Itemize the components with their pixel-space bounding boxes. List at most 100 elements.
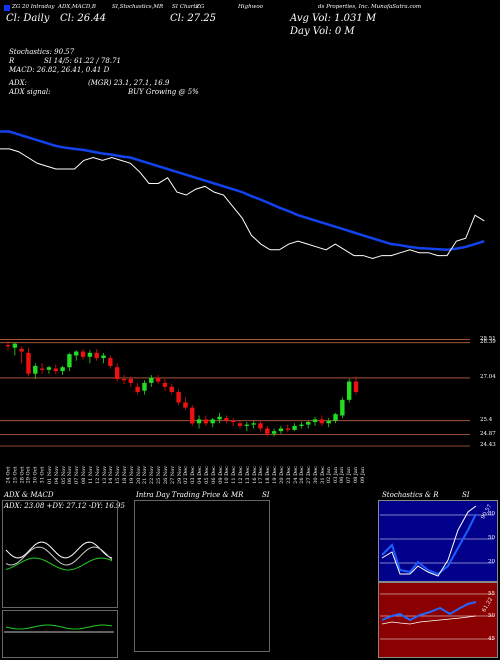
candle-body xyxy=(5,345,11,347)
candle-body xyxy=(237,423,243,426)
candle-body xyxy=(271,431,277,434)
stochastics-readout: Stochastics: 90.57 xyxy=(9,48,75,56)
candle-body xyxy=(333,414,338,421)
candle-body xyxy=(285,428,290,430)
stoch-k-line xyxy=(381,505,477,577)
candle-body xyxy=(155,377,161,382)
candle-body xyxy=(101,355,106,359)
candle-body xyxy=(183,402,188,408)
day-volume: Day Vol: 0 M xyxy=(290,26,355,37)
candle-body xyxy=(203,419,209,424)
candle-body xyxy=(114,367,120,379)
candle-body xyxy=(210,419,215,424)
stoch-d-line xyxy=(381,513,477,576)
macd-panel xyxy=(2,610,118,658)
candle-body xyxy=(33,365,38,374)
price-tick-label: 24.87 xyxy=(480,430,496,437)
candle-body xyxy=(53,368,58,372)
avg-volume: Avg Vol: 1.031 M xyxy=(290,13,377,24)
plus-di-line xyxy=(5,546,113,566)
candle-body xyxy=(135,386,140,392)
candle-body xyxy=(128,378,134,383)
header-ticker: ZG 20 Intraday xyxy=(12,4,55,10)
adx-readout: (MGR) 23.1, 27.1, 16.9 xyxy=(88,79,170,87)
adx-macd-title: ADX & MACD xyxy=(4,491,54,499)
candle-body xyxy=(319,419,325,424)
candle-body xyxy=(224,418,229,421)
candle-body xyxy=(258,423,263,429)
close-price-line xyxy=(0,148,485,259)
intraday-title: Intra Day Trading Price & MR xyxy=(136,491,244,499)
macd-readout: MACD: 26.82, 26.41, 0.41 D xyxy=(9,66,110,74)
candle-body xyxy=(19,348,24,352)
stoch-tick-80: 80 xyxy=(488,511,495,517)
candle-body xyxy=(312,419,318,422)
candle-body xyxy=(244,424,250,426)
intraday-panel xyxy=(134,500,270,652)
candle-body xyxy=(149,377,154,383)
intraday-si-label: SI xyxy=(262,491,270,499)
price-tick-label: 28.51 xyxy=(480,335,496,342)
candle-body xyxy=(121,378,127,381)
candle-body xyxy=(60,367,65,372)
candle-body xyxy=(340,399,345,416)
header-company-a: Highwoo xyxy=(238,4,263,10)
header-indicators-b: SI,Stochastics,MR xyxy=(112,4,164,10)
candle-body xyxy=(162,382,168,387)
price-close-b: Cl: 27.25 xyxy=(170,13,217,24)
adx-panel xyxy=(2,500,118,608)
price-close-a: Cl: 26.44 xyxy=(60,13,107,24)
candle-body xyxy=(142,382,147,391)
candle-body xyxy=(353,381,359,392)
candle-body xyxy=(292,425,297,430)
price-tick-label: 24.43 xyxy=(480,442,496,448)
candle-body xyxy=(67,354,72,368)
price-tick-label: 27.04 xyxy=(480,373,496,380)
price-tick-label: 25.4 xyxy=(480,416,493,423)
stoch-tick-50: 50 xyxy=(488,535,495,541)
candle-body xyxy=(74,351,79,356)
candle-body xyxy=(230,420,236,422)
main-price-chart xyxy=(0,130,485,447)
candle-body xyxy=(306,422,311,425)
candle-body xyxy=(169,386,174,392)
price-tick-label: 28.39 xyxy=(480,338,496,345)
candle-body xyxy=(217,416,222,420)
adx-line xyxy=(5,541,113,559)
macd-signal-line xyxy=(5,624,113,630)
rsi-line xyxy=(381,601,477,622)
stochastics-si-label: SI xyxy=(462,491,470,499)
candle-body xyxy=(39,368,45,370)
rsi-signal-line xyxy=(381,615,477,625)
adx-label: ADX: xyxy=(9,79,28,87)
rsi-prefix: R xyxy=(9,57,15,65)
candle-body xyxy=(26,352,31,374)
logo-mark xyxy=(4,5,10,11)
candle-body xyxy=(80,351,86,357)
header-indicators-c: SI Charts xyxy=(172,4,199,10)
adx-signal-value: BUY Growing @ 5% xyxy=(128,88,199,96)
candle-body xyxy=(12,343,18,348)
candle-body xyxy=(299,424,304,426)
candle-body xyxy=(190,407,195,424)
candle-body xyxy=(346,381,352,400)
minus-di-line xyxy=(5,557,113,571)
candle-body xyxy=(278,428,284,432)
candle-body xyxy=(94,352,99,359)
candle-body xyxy=(176,392,181,403)
candle-body xyxy=(87,352,93,357)
candle-body xyxy=(108,358,113,366)
header-company-b: ds Properties, Inc. MunafaSutra.com xyxy=(318,4,422,10)
stochastics-title: Stochastics & R xyxy=(382,491,439,499)
candle-body xyxy=(251,423,256,425)
candle-body xyxy=(265,428,270,434)
header-symbol: ZG xyxy=(196,4,205,10)
candle-body xyxy=(326,420,331,424)
rsi-readout: SI 14/5: 61.22 / 78.71 xyxy=(44,57,121,65)
stoch-tick-20: 20 xyxy=(488,559,495,565)
moving-average-line xyxy=(0,130,485,252)
adx-macd-readout: ADX: 23.08 +DY: 27.12 -DY: 16.95 xyxy=(4,502,125,510)
candle-body xyxy=(196,419,202,424)
candle-body xyxy=(46,367,52,370)
